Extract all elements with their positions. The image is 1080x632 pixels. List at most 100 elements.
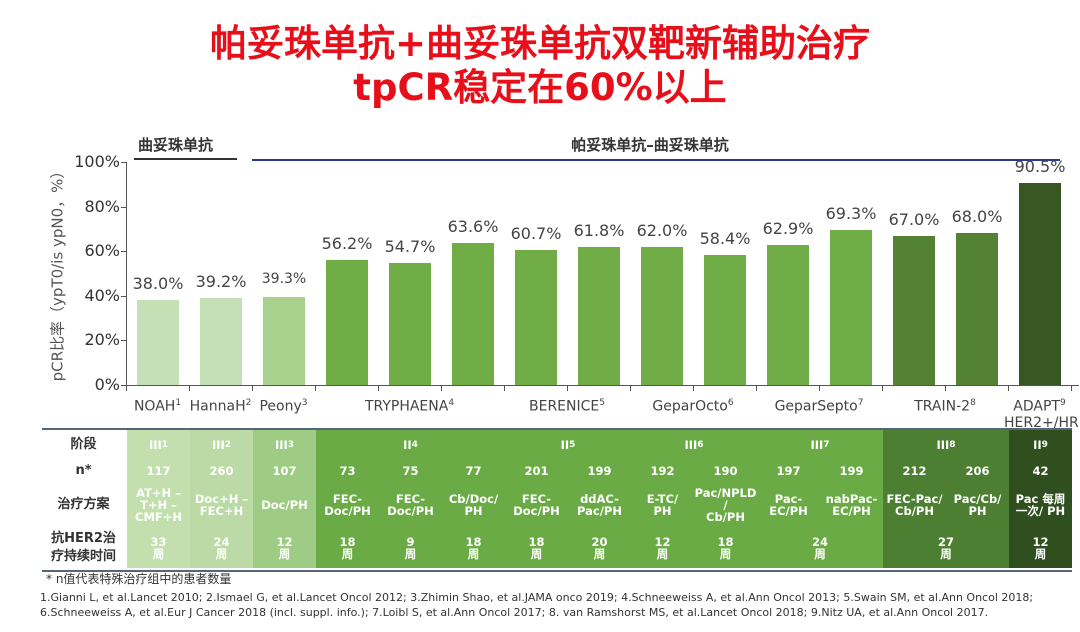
bar [452, 243, 494, 385]
y-tick [121, 251, 126, 253]
phase-cell: III 7 [810, 438, 830, 452]
bar-value-label: 68.0% [951, 207, 1003, 227]
y-tick-label: 40% [84, 285, 120, 305]
bar [326, 259, 368, 385]
bar [515, 249, 557, 385]
x-tick [441, 385, 442, 391]
bar [893, 235, 935, 385]
regimen-cell: Pac/Cb/ PH [953, 492, 1002, 518]
bar-value-label: 90.5% [1014, 157, 1066, 177]
table-column-bg [505, 430, 568, 568]
table-column-bg [694, 430, 757, 568]
phase-cell: III 1 [148, 438, 169, 452]
study-name: TRYPHAENA [364, 398, 449, 415]
bar [767, 244, 809, 385]
n-cell: 117 [146, 464, 171, 478]
reference-number: 4 [448, 398, 455, 408]
group-underline-trastuzumab [134, 158, 237, 160]
reference-number: 5 [599, 398, 605, 408]
table-column-bg [568, 430, 631, 568]
duration-cell: 33 周 [150, 535, 167, 561]
row-label: 治疗方案 [57, 497, 110, 512]
study-name: NOAH [133, 398, 176, 415]
table-column-bg [442, 430, 505, 568]
regimen-cell: ddAC- Pac/PH [577, 492, 622, 518]
reference-number: 1 [161, 440, 169, 450]
bar [578, 247, 620, 385]
reference-number: 2 [224, 440, 232, 450]
bar [1019, 183, 1061, 385]
bar-value-label: 54.7% [384, 237, 436, 257]
x-tick [1071, 385, 1072, 391]
phase-cell: III 2 [211, 438, 232, 452]
x-tick-label: GeparSepto7 [752, 395, 886, 415]
bar-value-label: 63.6% [447, 217, 499, 237]
x-tick-label: ADAPT9 HER2+/HR− [1004, 395, 1080, 431]
row-label: 阶段 [70, 437, 97, 452]
study-name: HannaH [189, 398, 246, 415]
bar-value-label: 38.0% [132, 274, 184, 294]
x-tick [1008, 385, 1009, 391]
row-label: n* [75, 463, 92, 478]
bar-value-label: 62.0% [636, 220, 688, 240]
reference-number: 9 [1041, 440, 1048, 450]
bar [137, 300, 179, 385]
x-tick [567, 385, 568, 391]
y-tick-label: 20% [84, 330, 120, 350]
reference-number: 8 [970, 398, 976, 408]
bar-value-label: 39.2% [195, 271, 247, 291]
row-label: 抗HER2治疗持续时间 [50, 531, 116, 564]
bar-value-label: 67.0% [888, 209, 940, 229]
bar-value-label: 60.7% [510, 223, 562, 243]
n-cell: 199 [587, 464, 612, 478]
bar-value-label: 62.9% [762, 218, 814, 238]
duration-cell: 12 周 [1032, 535, 1049, 561]
y-tick-label: 0% [94, 375, 120, 394]
x-tick [945, 385, 946, 391]
y-tick [121, 385, 126, 386]
table-column-bg [379, 430, 442, 568]
bar [263, 297, 305, 385]
x-tick-label: HannaH2 [185, 395, 256, 415]
phase-cell: II 9 [1033, 438, 1048, 452]
table-column-bg [820, 430, 883, 568]
y-tick-label: 100% [74, 152, 120, 171]
x-tick-label: NOAH1 [122, 395, 193, 415]
reference-number: 4 [411, 440, 418, 450]
n-cell: 206 [965, 464, 990, 478]
study-name: Peony [259, 398, 302, 415]
y-axis-line [126, 162, 127, 385]
reference-number: 3 [287, 440, 295, 450]
reference-number: 1 [175, 398, 182, 408]
x-tick-label: BERENICE5 [500, 395, 634, 415]
n-cell: 73 [339, 464, 356, 478]
table-column-bg [946, 430, 1009, 568]
reference-number: 6 [727, 398, 734, 408]
duration-cell: 18 周 [339, 535, 356, 561]
n-cell: 75 [402, 464, 419, 478]
x-axis-line [126, 385, 1079, 386]
study-subtitle: HER2+/HR− [1004, 414, 1080, 431]
duration-cell: 18 周 [717, 535, 734, 561]
regimen-cell: Pac/NPLD / Cb/PH [694, 486, 757, 524]
phase-cell: III 3 [274, 438, 295, 452]
bar [956, 233, 998, 385]
x-tick-label: TRYPHAENA4 [311, 395, 508, 415]
phase-cell: II 5 [560, 438, 576, 452]
x-tick [882, 385, 883, 391]
x-tick-label: TRAIN-28 [878, 395, 1012, 415]
references: 1.Gianni L, et al.Lancet 2010; 2.Ismael … [40, 591, 1034, 619]
x-tick [252, 385, 253, 391]
study-name: BERENICE [529, 398, 600, 415]
n-cell: 192 [650, 464, 675, 478]
study-name: GeparOcto [652, 398, 728, 415]
table-column-bg [757, 430, 820, 568]
bar-value-label: 69.3% [825, 204, 877, 224]
phase-cell: II 4 [403, 438, 418, 452]
regimen-cell: FEC-Pac/ Cb/PH [886, 492, 943, 518]
n-cell: 260 [209, 464, 234, 478]
x-tick-label: Peony3 [248, 395, 319, 415]
y-tick-label: 80% [84, 196, 120, 216]
x-tick [756, 385, 757, 391]
